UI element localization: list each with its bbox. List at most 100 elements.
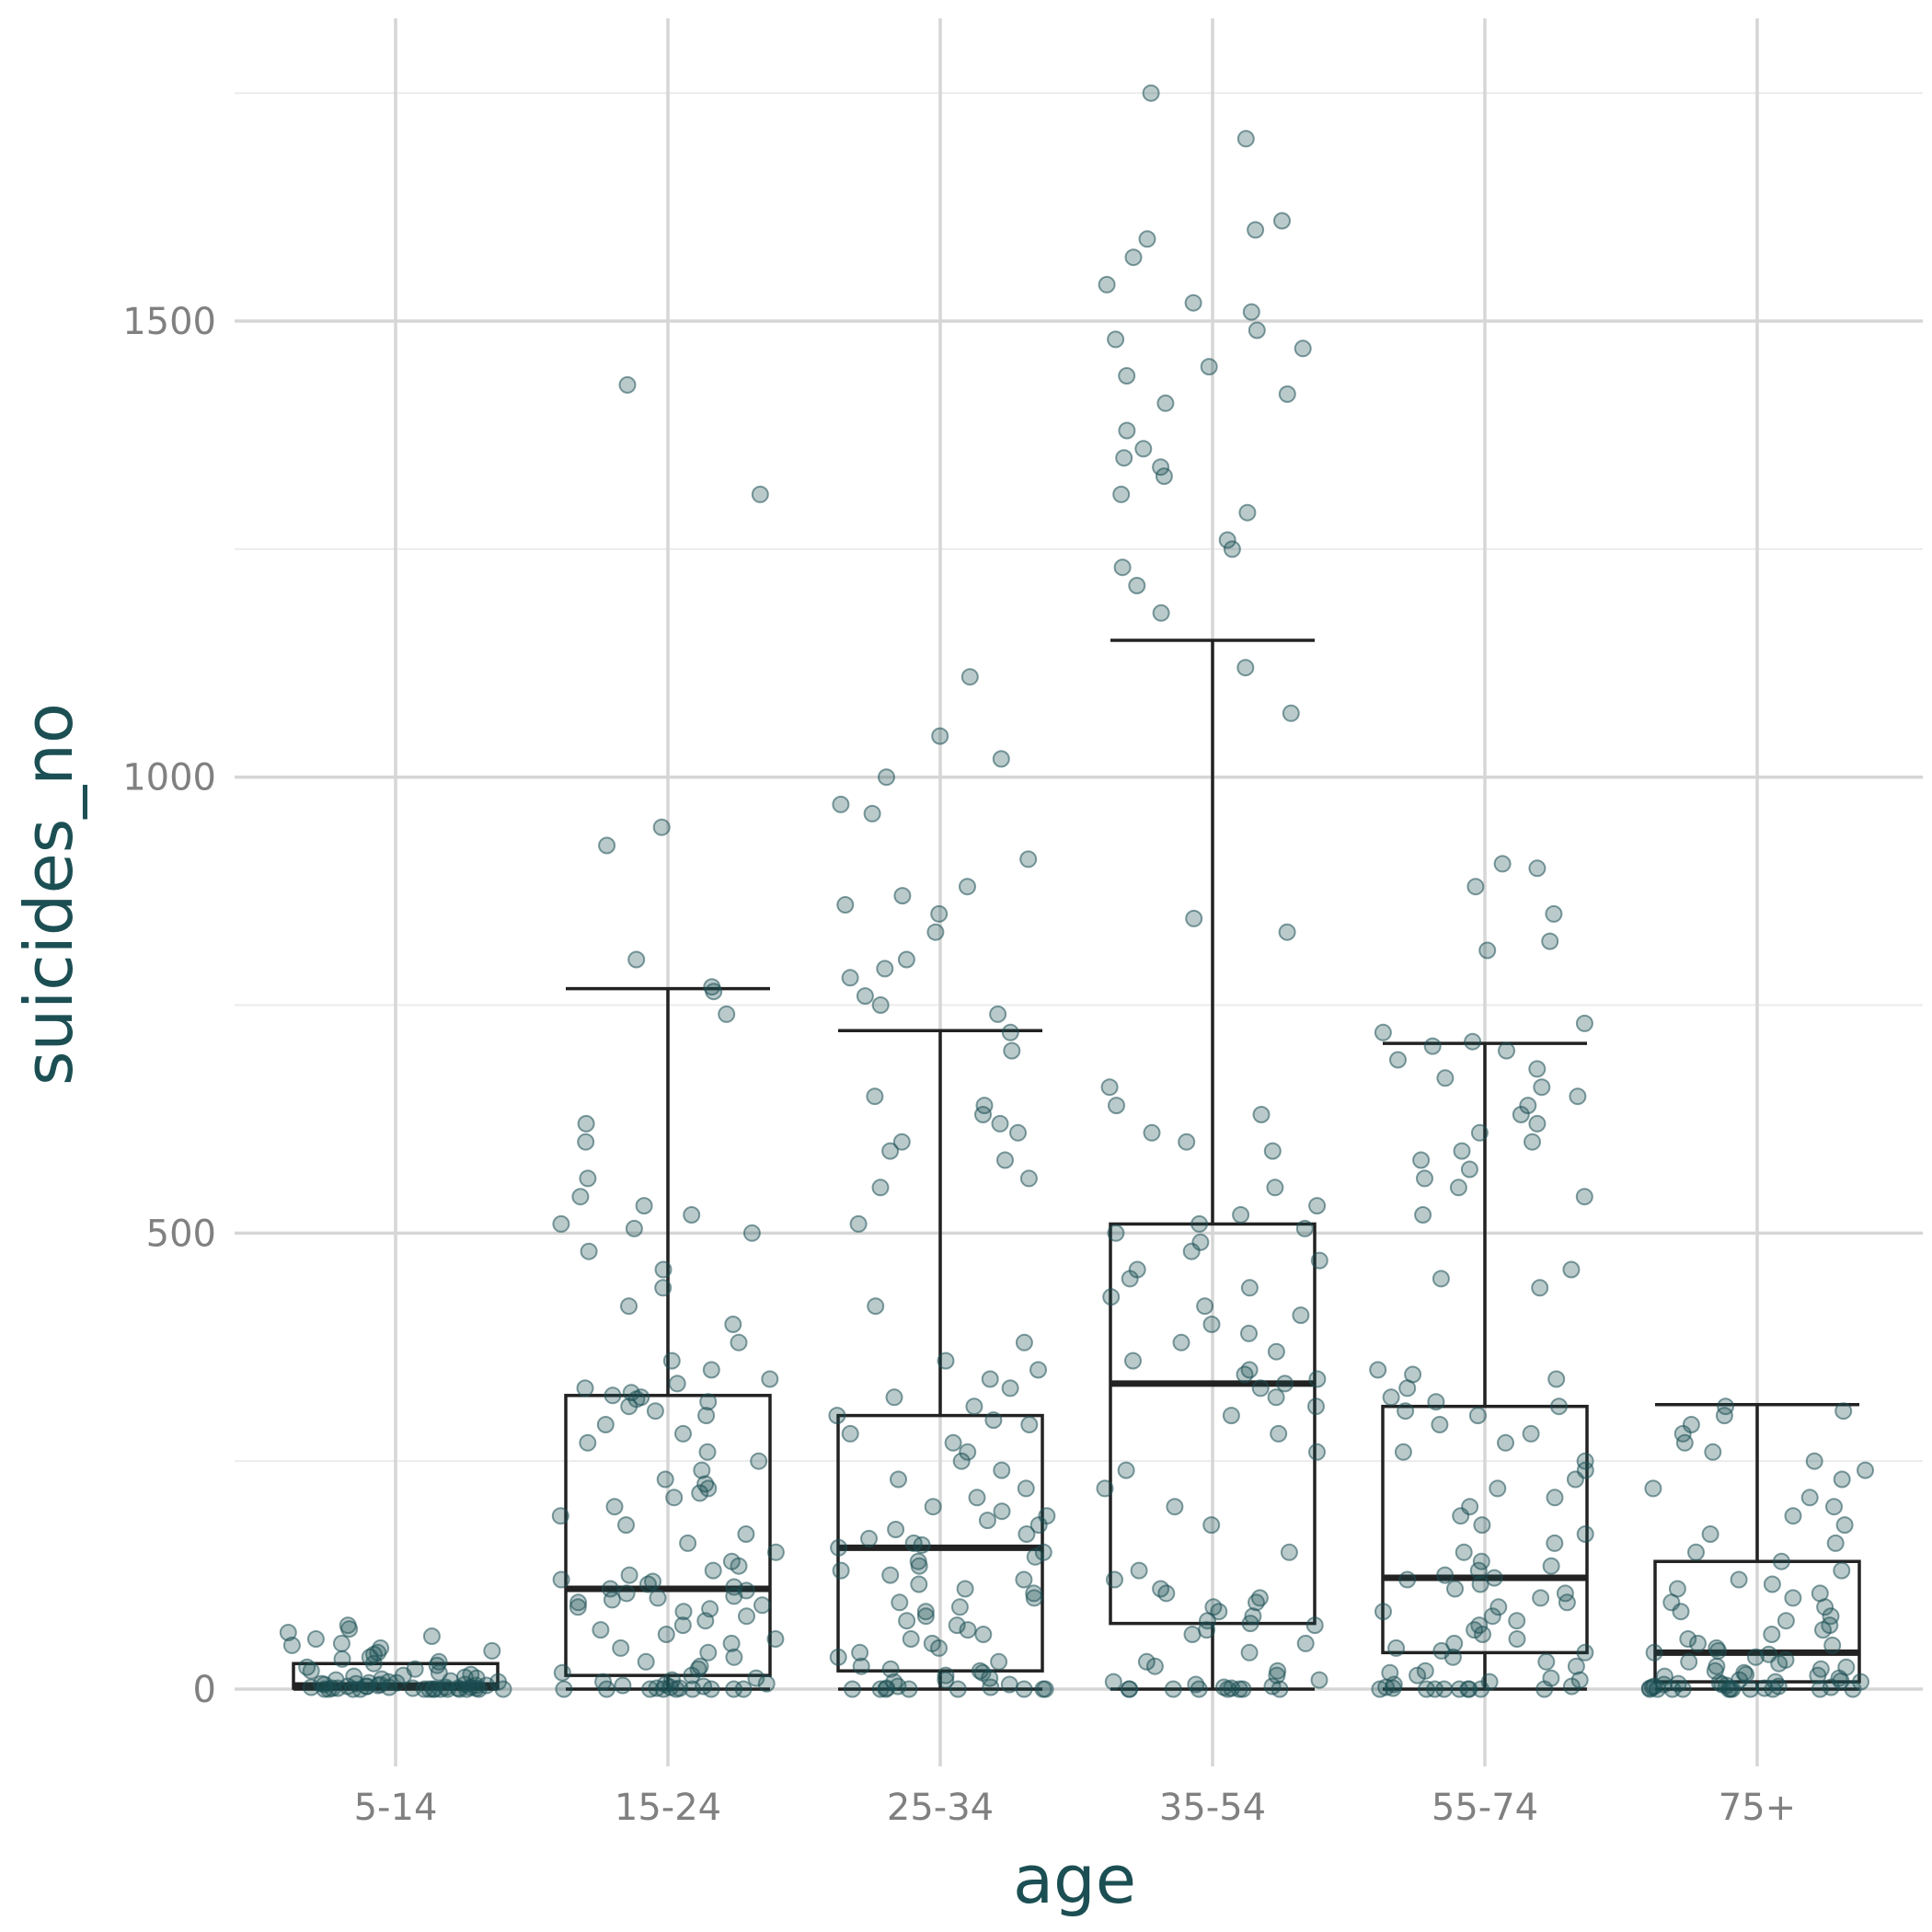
data-point <box>923 1634 941 1652</box>
data-point <box>612 1639 630 1657</box>
y-tick-label: 500 <box>146 1213 216 1255</box>
data-point <box>1104 1673 1122 1691</box>
data-point <box>1546 1489 1564 1507</box>
data-point <box>617 1516 635 1535</box>
data-point <box>724 1316 742 1333</box>
data-point <box>298 1658 316 1676</box>
data-point <box>1214 1678 1233 1696</box>
data-point <box>1015 1570 1033 1589</box>
data-point <box>1187 1675 1205 1694</box>
data-point <box>1497 1433 1514 1452</box>
data-point <box>1468 1407 1487 1425</box>
data-point <box>1113 558 1132 577</box>
data-point <box>1218 531 1236 549</box>
y-tick-label: 0 <box>193 1669 216 1711</box>
data-point <box>1547 1370 1566 1388</box>
data-point <box>1308 1443 1326 1461</box>
box-55-74 <box>1381 1041 1589 1691</box>
data-point <box>1473 1516 1491 1535</box>
data-point <box>1708 1657 1726 1675</box>
data-point <box>841 969 859 987</box>
data-point <box>1266 1179 1284 1197</box>
data-point <box>1100 1078 1119 1097</box>
data-point <box>1805 1452 1823 1470</box>
data-point <box>699 1393 718 1411</box>
data-point <box>1273 212 1291 230</box>
data-point <box>993 1502 1011 1521</box>
data-point <box>333 1650 351 1668</box>
data-point <box>1644 1479 1662 1498</box>
data-point <box>569 1593 588 1612</box>
data-point <box>747 1669 765 1687</box>
data-point <box>579 1169 597 1188</box>
data-point <box>1426 1680 1444 1698</box>
data-point <box>738 1607 755 1626</box>
data-point <box>1242 303 1260 321</box>
data-point <box>1185 909 1203 927</box>
data-point <box>750 1452 768 1470</box>
data-point <box>1446 1580 1464 1598</box>
data-point <box>1777 1650 1795 1669</box>
data-point <box>605 1498 624 1516</box>
data-point <box>577 1114 595 1133</box>
data-point <box>1263 1142 1282 1160</box>
data-point <box>931 727 949 745</box>
data-point <box>1562 1260 1581 1279</box>
data-point <box>937 1351 955 1370</box>
data-point <box>952 1452 971 1470</box>
data-point <box>948 1616 966 1635</box>
data-point <box>1145 1657 1164 1675</box>
data-point <box>1038 1507 1056 1525</box>
data-point <box>1240 1324 1258 1342</box>
data-point <box>1248 321 1266 339</box>
data-point <box>1138 230 1156 248</box>
data-point <box>345 1667 363 1685</box>
data-point <box>404 1679 422 1697</box>
data-point <box>1112 485 1131 503</box>
data-point <box>1276 1374 1294 1393</box>
data-point <box>1556 1584 1574 1603</box>
data-point <box>332 1634 351 1652</box>
data-point <box>641 1680 660 1698</box>
data-point <box>1270 1424 1288 1443</box>
data-point <box>1308 1197 1327 1215</box>
data-point <box>1019 1169 1038 1188</box>
data-point <box>959 1443 977 1461</box>
data-point <box>1522 1424 1540 1443</box>
data-point <box>1453 1142 1471 1160</box>
data-point <box>1689 1634 1707 1652</box>
data-point <box>601 1580 619 1598</box>
data-point <box>576 1379 594 1397</box>
data-point <box>1034 1543 1052 1561</box>
data-point <box>909 1552 927 1570</box>
data-point <box>1668 1580 1686 1598</box>
data-point <box>1152 458 1170 477</box>
data-point <box>1569 1087 1587 1106</box>
data-point <box>1184 293 1202 312</box>
data-point <box>897 950 915 969</box>
data-point <box>1669 1674 1687 1693</box>
data-point <box>1416 1169 1433 1188</box>
data-point <box>625 1219 643 1237</box>
data-point <box>1575 1014 1593 1032</box>
data-point <box>683 1206 701 1224</box>
data-point <box>1493 855 1512 873</box>
data-point <box>753 1596 771 1615</box>
data-point <box>1310 1251 1328 1270</box>
data-point <box>1436 1566 1455 1584</box>
data-point <box>652 818 671 836</box>
data-point <box>1130 1561 1148 1580</box>
data-point <box>981 1370 999 1388</box>
data-point <box>1489 1598 1508 1616</box>
data-point <box>910 1575 928 1593</box>
x-tick-label: 5-14 <box>354 1787 438 1829</box>
data-point <box>1029 1361 1047 1379</box>
data-point <box>1222 1407 1240 1425</box>
data-point <box>852 1657 870 1675</box>
data-point <box>1121 1680 1139 1698</box>
y-axis-title: suicides_no <box>10 703 87 1086</box>
data-point <box>856 987 874 1006</box>
data-point <box>1166 1498 1184 1516</box>
data-point <box>1679 1630 1697 1648</box>
data-point <box>1524 1133 1541 1151</box>
